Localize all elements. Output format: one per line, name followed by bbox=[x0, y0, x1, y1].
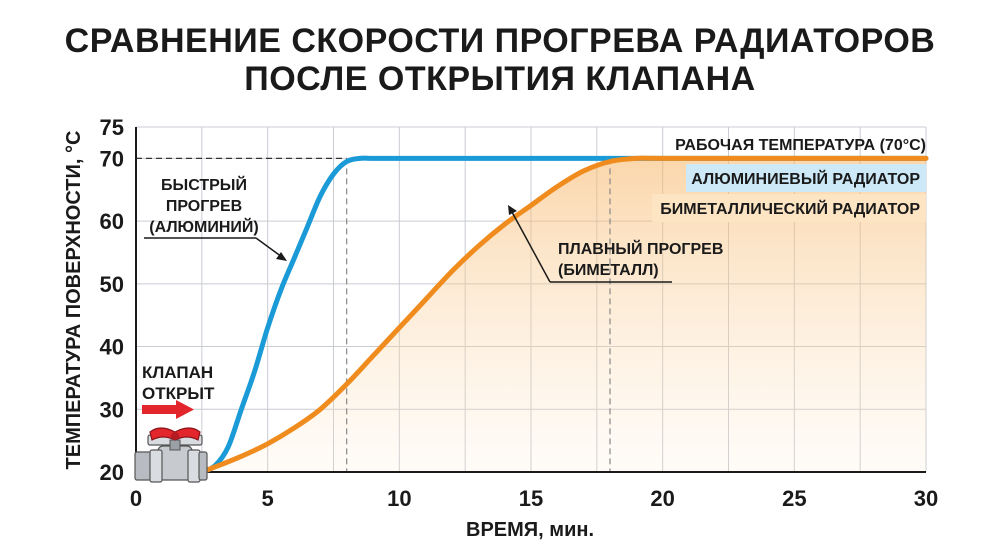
x-tick-label: 15 bbox=[519, 486, 543, 511]
fast-heating-arrowhead bbox=[276, 252, 287, 261]
legend-aluminium-bg bbox=[686, 164, 926, 192]
fast-heating-pointer bbox=[255, 237, 283, 258]
valve-open-annotation: КЛАПАН ОТКРЫТ bbox=[142, 363, 215, 419]
legend-bimetal-label: БИМЕТАЛЛИЧЕСКИЙ РАДИАТОР bbox=[660, 199, 920, 218]
x-tick-label: 25 bbox=[782, 486, 806, 511]
y-tick-label: 70 bbox=[100, 146, 124, 171]
smooth-heating-text-1: ПЛАВНЫЙ ПРОГРЕВ bbox=[558, 239, 723, 258]
y-tick-label: 75 bbox=[100, 115, 124, 140]
valve-open-text-1: КЛАПАН bbox=[142, 363, 213, 382]
x-tick-label: 30 bbox=[914, 486, 938, 511]
y-tick-label: 40 bbox=[100, 335, 124, 360]
y-tick-label: 20 bbox=[100, 460, 124, 485]
fast-heating-annotation: БЫСТРЫЙ ПРОГРЕВ (АЛЮМИНИЙ) bbox=[144, 175, 287, 261]
bimetal-series-line bbox=[199, 155, 929, 475]
chart-title: СРАВНЕНИЕ СКОРОСТИ ПРОГРЕВА РАДИАТОРОВ П… bbox=[0, 22, 1000, 98]
x-tick-label: 10 bbox=[387, 486, 411, 511]
x-axis-label: ВРЕМЯ, мин. bbox=[466, 519, 594, 541]
fast-heating-text-2: ПРОГРЕВ bbox=[166, 198, 242, 215]
valve-arrow-icon bbox=[142, 400, 194, 419]
tick-labels: 0 5 10 15 20 25 30 20 30 40 50 60 70 75 bbox=[100, 115, 939, 511]
chart-title-line-1: СРАВНЕНИЕ СКОРОСТИ ПРОГРЕВА РАДИАТОРОВ bbox=[64, 22, 936, 60]
smooth-heating-arrowhead bbox=[508, 205, 517, 215]
chart-title-line-2: ПОСЛЕ ОТКРЫТИЯ КЛАПАНА bbox=[244, 60, 756, 98]
working-temperature-label: РАБОЧАЯ ТЕМПЕРАТУРА (70°С) bbox=[675, 137, 926, 154]
smooth-heating-pointer bbox=[511, 211, 551, 283]
legend-bimetal-bg bbox=[652, 194, 926, 222]
y-tick-label: 50 bbox=[100, 272, 124, 297]
legend-aluminium-label: АЛЮМИНИЕВЫЙ РАДИАТОР bbox=[691, 169, 920, 188]
smooth-heating-text-2: (БИМЕТАЛЛ) bbox=[558, 262, 659, 279]
bimetal-area-fill bbox=[201, 158, 926, 472]
y-axis-label: ТЕМПЕРАТУРА ПОВЕРХНОСТИ, °С bbox=[63, 131, 85, 470]
x-tick-label: 5 bbox=[262, 486, 274, 511]
series-lines bbox=[199, 155, 929, 475]
fast-heating-text-3: (АЛЮМИНИЙ) bbox=[149, 217, 259, 236]
y-tick-label: 60 bbox=[100, 209, 124, 234]
y-tick-label: 30 bbox=[100, 397, 124, 422]
guide-lines bbox=[136, 157, 611, 472]
valve-open-text-2: ОТКРЫТ bbox=[142, 384, 215, 403]
legend: РАБОЧАЯ ТЕМПЕРАТУРА (70°С) АЛЮМИНИЕВЫЙ Р… bbox=[652, 137, 926, 222]
fast-heating-text-1: БЫСТРЫЙ bbox=[161, 175, 247, 194]
plot-axes bbox=[135, 127, 926, 473]
ball-valve-icon bbox=[134, 427, 208, 483]
smooth-heating-annotation: ПЛАВНЫЙ ПРОГРЕВ (БИМЕТАЛЛ) bbox=[508, 205, 723, 283]
x-tick-label: 0 bbox=[130, 486, 142, 511]
x-tick-label: 20 bbox=[650, 486, 674, 511]
